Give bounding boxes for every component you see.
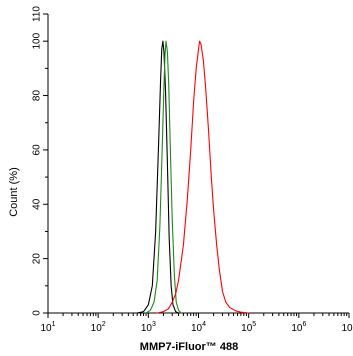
x-tick-base: 10 <box>40 323 52 334</box>
x-tick-base: 10 <box>241 323 253 334</box>
x-tick-base: 10 <box>141 323 153 334</box>
x-tick-exponent: 4 <box>202 321 206 328</box>
y-tick-label: 60 <box>32 144 43 156</box>
x-tick-base: 10 <box>341 323 353 334</box>
x-tick-label: 106 <box>291 321 306 334</box>
x-tick-exponent: 5 <box>252 321 256 328</box>
x-tick-base: 10 <box>291 323 303 334</box>
series-layer <box>136 40 250 314</box>
x-tick-label: 105 <box>241 321 256 334</box>
x-tick-label: 102 <box>91 321 106 334</box>
y-tick-label: 100 <box>32 32 43 49</box>
y-tick-label: 40 <box>32 198 43 210</box>
x-tick-exponent: 6 <box>302 321 306 328</box>
x-tick-exponent: 3 <box>152 321 156 328</box>
x-axis-title: MMP7-iFluor™ 488 <box>140 341 238 353</box>
x-ticks: 101102103104105106107 <box>40 313 353 334</box>
x-tick-label: 103 <box>141 321 156 334</box>
y-axis-title: Count (%) <box>8 167 20 217</box>
y-tick-label: 20 <box>32 253 43 265</box>
x-tick-label: 107 <box>341 321 353 334</box>
x-tick-exponent: 1 <box>52 321 56 328</box>
x-tick-base: 10 <box>91 323 103 334</box>
plot-area <box>47 14 349 314</box>
x-tick-label: 101 <box>40 321 55 334</box>
y-tick-label: 0 <box>32 310 43 316</box>
y-ticks: 0 20 40 60 80 100 110 <box>32 6 48 316</box>
x-tick-base: 10 <box>191 323 203 334</box>
series-line-3 <box>156 40 250 314</box>
series-line-2 <box>145 40 182 314</box>
x-tick-label: 104 <box>191 321 206 334</box>
series-line-1 <box>136 40 180 314</box>
x-tick-exponent: 2 <box>102 321 106 328</box>
y-tick-label: 110 <box>32 6 43 22</box>
y-tick-label: 80 <box>32 90 43 102</box>
